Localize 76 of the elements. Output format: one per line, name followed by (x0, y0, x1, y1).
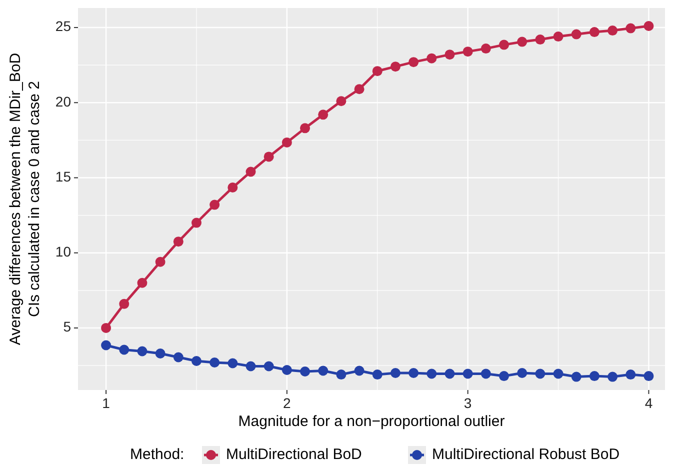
point (210, 200, 220, 210)
point (264, 152, 274, 162)
point (499, 371, 510, 382)
point (589, 27, 600, 38)
point (480, 368, 491, 379)
point (173, 236, 184, 247)
point (589, 371, 600, 382)
point (137, 278, 148, 288)
point (354, 366, 364, 376)
y-tick-label: 20 (55, 93, 72, 110)
point (137, 346, 148, 356)
point (644, 371, 654, 382)
point (300, 366, 310, 377)
y-tick-label: 15 (55, 168, 72, 184)
point (608, 26, 618, 36)
point (462, 368, 473, 379)
point (444, 50, 455, 60)
point (101, 322, 112, 333)
legend-label: MultiDirectional BoD (226, 446, 362, 463)
legend-title: Method: (130, 446, 184, 463)
point (101, 340, 112, 350)
point (300, 123, 310, 134)
point (462, 46, 473, 57)
point (444, 368, 455, 379)
legend-label: MultiDirectional Robust BoD (432, 446, 620, 463)
point (480, 44, 491, 54)
y-axis-title: Average differences between the MDir_BoD CIs calculated in case 0 and case 2 (7, 52, 43, 346)
point (608, 372, 618, 382)
point (282, 365, 292, 376)
point (553, 32, 564, 42)
x-tick-label: 1 (102, 395, 110, 411)
point (535, 34, 546, 45)
x-axis-title: Magnitude for a non−proportional outlier (238, 413, 505, 430)
point (553, 368, 564, 379)
x-tick-label: 2 (283, 395, 292, 411)
point (191, 218, 202, 228)
point (426, 53, 437, 64)
point (517, 36, 528, 47)
point (535, 368, 546, 379)
point (626, 23, 636, 34)
point (119, 344, 130, 355)
point (372, 370, 382, 380)
point (571, 372, 582, 382)
point (426, 368, 437, 379)
y-tick-label: 5 (63, 318, 72, 335)
point (264, 361, 274, 372)
point (318, 366, 328, 376)
point (408, 57, 419, 68)
point (191, 356, 202, 366)
point (517, 368, 528, 378)
point (155, 348, 166, 358)
point (390, 62, 400, 72)
point (336, 370, 346, 380)
y-tick-label: 25 (55, 18, 72, 34)
point (626, 370, 636, 380)
point (499, 40, 510, 50)
point (282, 137, 292, 148)
point (228, 358, 238, 368)
point (390, 368, 400, 378)
point (246, 166, 256, 177)
x-tick-label: 3 (464, 395, 472, 411)
point (210, 358, 220, 368)
point (228, 182, 238, 193)
point (336, 96, 346, 106)
point (318, 110, 328, 120)
point (408, 368, 419, 378)
point (644, 21, 654, 32)
point (372, 66, 382, 76)
y-tick-label: 10 (55, 244, 72, 260)
x-tick-label: 4 (644, 395, 653, 411)
point (354, 84, 364, 94)
point (571, 29, 582, 40)
point (173, 352, 184, 362)
point (119, 298, 130, 309)
point (155, 256, 166, 267)
point (246, 361, 256, 372)
